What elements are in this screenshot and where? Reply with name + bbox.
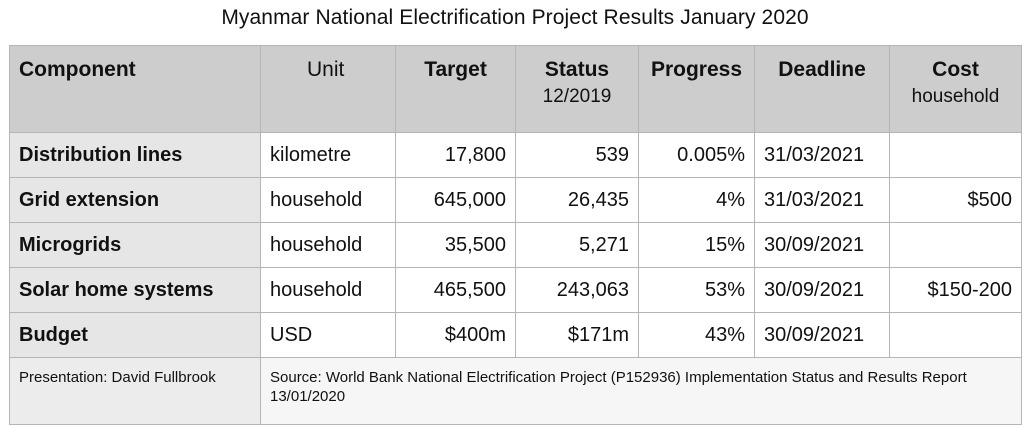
unit-cell: household <box>260 222 396 268</box>
component-cell: Grid extension <box>9 177 261 223</box>
table-row: Microgrids household 35,500 5,271 15% 30… <box>9 222 1022 268</box>
table-row: Solar home systems household 465,500 243… <box>9 267 1022 313</box>
progress-cell: 4% <box>638 177 755 223</box>
component-cell: Distribution lines <box>9 132 261 178</box>
presentation-credit: Presentation: David Fullbrook <box>9 357 261 425</box>
unit-cell: household <box>260 177 396 223</box>
progress-cell: 0.005% <box>638 132 755 178</box>
column-header-deadline: Deadline <box>754 45 890 133</box>
target-cell: 35,500 <box>395 222 516 268</box>
column-header-progress: Progress <box>638 45 755 133</box>
target-cell: 645,000 <box>395 177 516 223</box>
deadline-cell: 30/09/2021 <box>754 267 890 313</box>
status-cell: 26,435 <box>515 177 639 223</box>
cost-cell <box>889 132 1022 178</box>
results-table: Component Unit Target Status 12/2019 Pro… <box>9 45 1022 425</box>
column-header-status: Status 12/2019 <box>515 45 639 133</box>
component-cell: Budget <box>9 312 261 358</box>
cost-cell: $500 <box>889 177 1022 223</box>
cost-cell: $150-200 <box>889 267 1022 313</box>
column-header-cost: Cost household <box>889 45 1022 133</box>
unit-cell: USD <box>260 312 396 358</box>
progress-cell: 43% <box>638 312 755 358</box>
deadline-cell: 31/03/2021 <box>754 177 890 223</box>
target-cell: 17,800 <box>395 132 516 178</box>
cost-cell <box>889 312 1022 358</box>
target-cell: $400m <box>395 312 516 358</box>
footer-row: Presentation: David Fullbrook Source: Wo… <box>9 357 1022 425</box>
table-row: Budget USD $400m $171m 43% 30/09/2021 <box>9 312 1022 358</box>
unit-cell: household <box>260 267 396 313</box>
component-cell: Microgrids <box>9 222 261 268</box>
table-row: Distribution lines kilometre 17,800 539 … <box>9 132 1022 178</box>
column-header-status-date: 12/2019 <box>542 86 612 107</box>
page-title: Myanmar National Electrification Project… <box>221 6 809 29</box>
status-cell: 243,063 <box>515 267 639 313</box>
header-row: Component Unit Target Status 12/2019 Pro… <box>9 45 1022 133</box>
source-note: Source: World Bank National Electrificat… <box>260 357 1022 425</box>
column-header-target: Target <box>395 45 516 133</box>
deadline-cell: 31/03/2021 <box>754 132 890 178</box>
deadline-cell: 30/09/2021 <box>754 222 890 268</box>
target-cell: 465,500 <box>395 267 516 313</box>
column-header-component: Component <box>9 45 261 133</box>
deadline-cell: 30/09/2021 <box>754 312 890 358</box>
status-cell: 539 <box>515 132 639 178</box>
progress-cell: 15% <box>638 222 755 268</box>
column-header-unit: Unit <box>260 45 396 133</box>
table-row: Grid extension household 645,000 26,435 … <box>9 177 1022 223</box>
cost-cell <box>889 222 1022 268</box>
component-cell: Solar home systems <box>9 267 261 313</box>
status-cell: 5,271 <box>515 222 639 268</box>
status-cell: $171m <box>515 312 639 358</box>
unit-cell: kilometre <box>260 132 396 178</box>
progress-cell: 53% <box>638 267 755 313</box>
column-header-cost-unit: household <box>911 86 1000 107</box>
